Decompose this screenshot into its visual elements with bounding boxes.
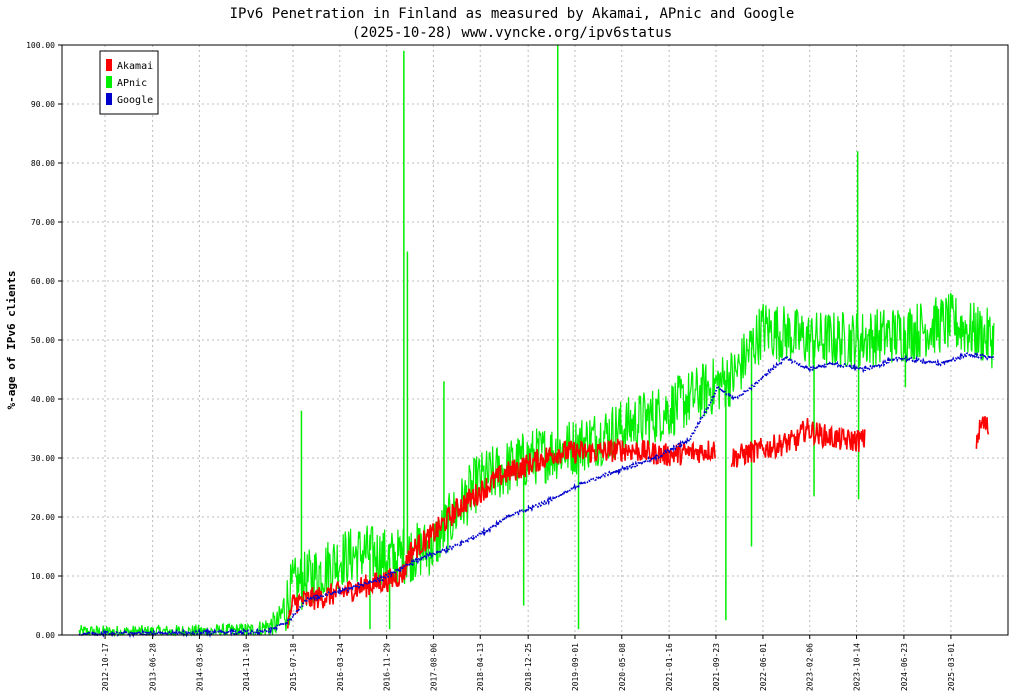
- y-tick-label: 40.00: [31, 395, 55, 404]
- legend-label-akamai: Akamai: [117, 61, 153, 72]
- y-tick-label: 50.00: [31, 336, 55, 345]
- y-tick-label: 10.00: [31, 572, 55, 581]
- y-tick-label: 90.00: [31, 100, 55, 109]
- x-tick-label: 2018-04-13: [476, 643, 485, 691]
- axes: [58, 44, 1009, 639]
- legend-swatch-google: [106, 93, 112, 105]
- y-tick-label: 100.00: [26, 41, 55, 50]
- x-tick-label: 2012-10-17: [101, 643, 110, 691]
- x-tick-label: 2019-09-01: [571, 643, 580, 691]
- x-tick-label: 2016-11-29: [383, 643, 392, 691]
- x-tick-label: 2018-12-25: [524, 643, 533, 691]
- x-tick-label: 2021-01-16: [665, 643, 674, 691]
- x-tick-label: 2013-06-28: [149, 643, 158, 691]
- x-tick-label: 2016-03-24: [336, 643, 345, 691]
- x-tick-label: 2022-06-01: [759, 643, 768, 691]
- y-tick-label: 0.00: [36, 631, 55, 640]
- y-tick-label: 60.00: [31, 277, 55, 286]
- plot-frame: [61, 44, 1009, 636]
- legend-label-apnic: APnic: [117, 78, 147, 89]
- chart-subtitle: (2025-10-28) www.vyncke.org/ipv6status: [352, 25, 672, 41]
- akamai-series-line: [975, 416, 990, 449]
- legend-swatch-apnic: [106, 76, 112, 88]
- y-tick-label: 30.00: [31, 454, 55, 463]
- tick-labels: 0.00 10.00 20.00 30.00 40.00 50.00 60.00 70.00 8…: [26, 41, 956, 691]
- y-tick-label: 20.00: [31, 513, 55, 522]
- x-tick-label: 2024-06-23: [900, 643, 909, 691]
- x-tick-label: 2021-09-23: [712, 643, 721, 691]
- legend-swatch-akamai: [106, 59, 112, 71]
- x-tick-label: 2023-02-06: [806, 643, 815, 691]
- x-tick-label: 2023-10-14: [853, 643, 862, 691]
- x-tick-label: 2025-03-01: [947, 643, 956, 691]
- apnic-series-line: [78, 292, 995, 638]
- y-tick-label: 70.00: [31, 218, 55, 227]
- google-series-line: [78, 351, 995, 639]
- y-tick-label: 80.00: [31, 159, 55, 168]
- series-layer: [78, 45, 995, 639]
- x-tick-label: 2020-05-08: [618, 643, 627, 691]
- x-tick-label: 2017-08-06: [429, 643, 438, 691]
- legend: Akamai APnic Google: [99, 50, 159, 115]
- x-tick-label: 2014-11-10: [242, 643, 251, 691]
- chart-title: IPv6 Penetration in Finland as measured …: [230, 6, 795, 22]
- x-tick-label: 2014-03-05: [195, 643, 204, 691]
- y-axis-label: %-age of IPv6 clients: [5, 270, 18, 409]
- x-tick-label: 2015-07-18: [289, 643, 298, 691]
- legend-label-google: Google: [117, 95, 153, 106]
- akamai-series-line: [730, 417, 866, 468]
